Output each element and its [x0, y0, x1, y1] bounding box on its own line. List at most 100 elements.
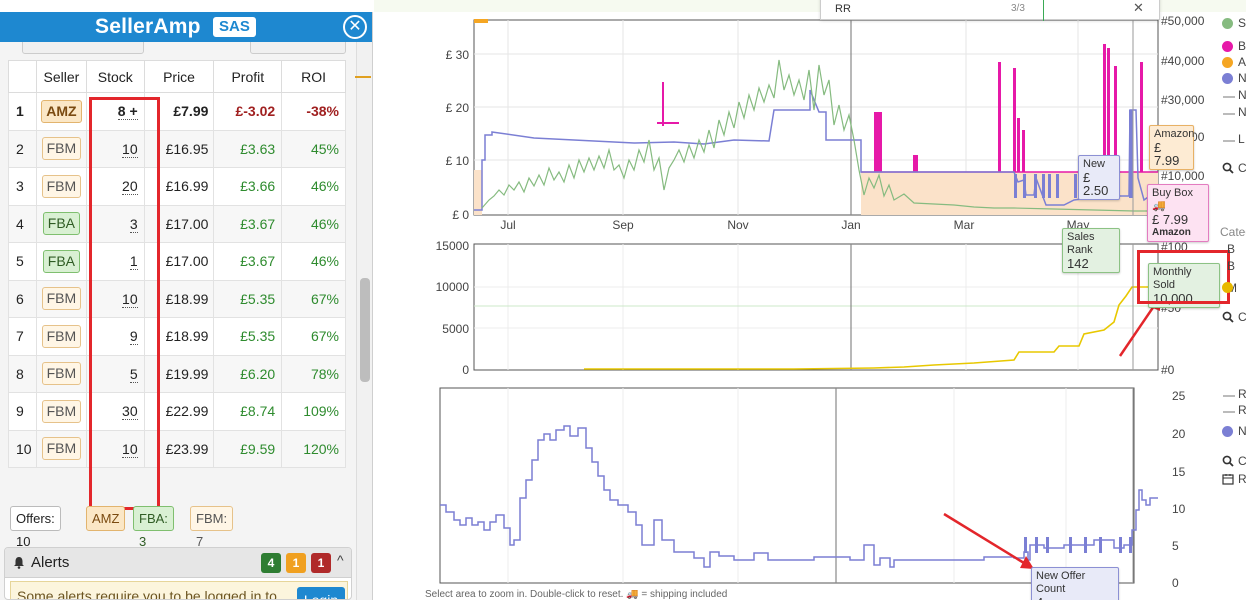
- seller-cell: AMZ: [35, 92, 87, 131]
- stock-value[interactable]: 10: [122, 140, 138, 158]
- offers-ytick: 5: [1172, 539, 1179, 553]
- legend-label[interactable]: B: [1227, 242, 1236, 256]
- panel-scrollbar[interactable]: [356, 42, 372, 600]
- keepa-charts[interactable]: £ 30 £ 20 £ 10 £ 0 #50,000 #40,000 #30,0…: [374, 0, 1246, 600]
- price-cell: £18.99: [143, 317, 215, 356]
- legend-label[interactable]: R: [1238, 387, 1246, 401]
- legend-label[interactable]: L: [1238, 132, 1245, 146]
- seller-badge[interactable]: FBM: [41, 324, 82, 348]
- stock-highlight-box: [89, 97, 160, 510]
- stock-cell: 20: [85, 167, 145, 206]
- buy-box-tag: Buy Box 🚚 £ 7.99 Amazon: [1147, 184, 1209, 242]
- table-row[interactable]: 6 FBM 10 £18.99 £5.35 67%: [8, 279, 346, 318]
- row-rank: 10: [8, 429, 37, 468]
- table-row[interactable]: 1 AMZ 8 + £7.99 £-3.02 -38%: [8, 92, 346, 131]
- amz-filter-badge[interactable]: AMZ: [86, 506, 126, 531]
- alerts-message-box: Some alerts require you to be logged in …: [10, 581, 348, 599]
- toolbar-button[interactable]: [22, 42, 144, 54]
- rank-ytick: #30,000: [1161, 93, 1205, 107]
- stock-value[interactable]: 5: [129, 365, 138, 383]
- seller-badge[interactable]: FBA: [42, 212, 81, 236]
- legend-dot-amazon[interactable]: [1222, 57, 1233, 68]
- magnifier-icon[interactable]: [1222, 311, 1234, 323]
- seller-badge[interactable]: FBM: [41, 362, 82, 386]
- tooltip-close-icon[interactable]: ✕: [1133, 0, 1144, 15]
- legend-dot-offer-count[interactable]: [1222, 426, 1233, 437]
- legend-label[interactable]: B: [1227, 259, 1236, 273]
- table-row[interactable]: 3 FBM 20 £16.99 £3.66 46%: [8, 167, 346, 206]
- legend-label[interactable]: N: [1238, 71, 1246, 85]
- fbm-filter-badge[interactable]: FBM: 7: [190, 506, 234, 549]
- price-ytick: £ 30: [446, 48, 470, 62]
- login-button[interactable]: Login: [297, 587, 345, 599]
- monthly-sold-series: [584, 286, 1158, 370]
- legend-dot-buy-box[interactable]: [1222, 41, 1233, 52]
- legend-dot-sales-rank[interactable]: [1222, 18, 1233, 29]
- legend-section-title: Categ: [1220, 225, 1246, 239]
- stock-value[interactable]: 8 +: [117, 103, 138, 121]
- table-row[interactable]: 2 FBM 10 £16.95 £3.63 45%: [8, 129, 346, 168]
- legend-label[interactable]: N: [1238, 88, 1246, 102]
- calendar-icon[interactable]: [1222, 473, 1234, 485]
- legend-label[interactable]: C: [1238, 310, 1246, 324]
- seller-badge[interactable]: AMZ: [41, 99, 82, 123]
- table-row[interactable]: 4 FBA 3 £17.00 £3.67 46%: [8, 204, 346, 243]
- legend-dot-new[interactable]: [1222, 73, 1233, 84]
- seller-badge[interactable]: FBA: [42, 249, 81, 273]
- column-header[interactable]: Price: [143, 60, 215, 93]
- column-header[interactable]: ROI: [281, 60, 346, 93]
- legend-dot-monthly-sold[interactable]: [1222, 282, 1233, 293]
- row-rank: 2: [8, 129, 37, 168]
- magnifier-icon[interactable]: [1222, 162, 1234, 174]
- profit-cell: £8.74: [213, 392, 283, 431]
- magnifier-icon[interactable]: [1222, 455, 1234, 467]
- monthly-sold-chart[interactable]: 15000 10000 5000 0 #100 #50 #0: [436, 239, 1188, 377]
- stock-value[interactable]: 3: [129, 215, 138, 233]
- chevron-up-icon[interactable]: ^: [337, 552, 344, 568]
- legend-label[interactable]: B: [1238, 39, 1246, 53]
- offer-count-chart[interactable]: 25 20 15 10 5 0: [439, 387, 1186, 590]
- toolbar-button[interactable]: [250, 42, 346, 54]
- fba-filter-badge[interactable]: FBA: 3: [133, 506, 174, 549]
- legend-label[interactable]: R: [1238, 472, 1246, 486]
- stock-cell: 10: [85, 279, 145, 318]
- seller-badge[interactable]: FBM: [41, 399, 82, 423]
- column-header[interactable]: Profit: [213, 60, 283, 93]
- legend-label[interactable]: C: [1238, 161, 1246, 175]
- seller-badge[interactable]: FBM: [41, 137, 82, 161]
- roi-cell: 67%: [281, 317, 346, 356]
- legend-label[interactable]: A: [1238, 55, 1246, 69]
- new-offer-count-value: 4: [1036, 596, 1114, 600]
- table-row[interactable]: 5 FBA 1 £17.00 £3.67 46%: [8, 242, 346, 281]
- table-row[interactable]: 10 FBM 10 £23.99 £9.59 120%: [8, 429, 346, 468]
- alerts-header[interactable]: Alerts 4 1 1 ^: [5, 548, 351, 578]
- alerts-section: Alerts 4 1 1 ^ Some alerts require you t…: [4, 547, 352, 600]
- stock-value[interactable]: 1: [129, 253, 138, 271]
- legend-label[interactable]: N: [1238, 424, 1246, 438]
- column-header[interactable]: Seller: [35, 60, 87, 93]
- legend-line: [1223, 96, 1235, 98]
- stock-value[interactable]: 30: [122, 403, 138, 421]
- column-header[interactable]: Stock: [85, 60, 145, 93]
- offers-count-badge[interactable]: Offers: 10: [10, 506, 61, 549]
- table-row[interactable]: 9 FBM 30 £22.99 £8.74 109%: [8, 392, 346, 431]
- new-price-value: £ 2.50: [1083, 170, 1109, 198]
- seller-badge[interactable]: FBM: [41, 287, 82, 311]
- table-row[interactable]: 7 FBM 9 £18.99 £5.35 67%: [8, 317, 346, 356]
- stock-value[interactable]: 10: [122, 290, 138, 308]
- close-button[interactable]: ✕: [343, 15, 367, 39]
- seller-badge[interactable]: FBM: [41, 174, 82, 198]
- stock-cell: 30: [85, 392, 145, 431]
- legend-label[interactable]: R: [1238, 403, 1246, 417]
- seller-badge[interactable]: FBM: [41, 437, 82, 461]
- legend-label[interactable]: S: [1238, 16, 1246, 30]
- buy-box-value: £ 7.99: [1152, 212, 1189, 227]
- stock-value[interactable]: 10: [122, 440, 138, 458]
- stock-value[interactable]: 20: [122, 178, 138, 196]
- legend-label[interactable]: C: [1238, 454, 1246, 468]
- row-rank: 8: [8, 354, 37, 393]
- legend-label[interactable]: N: [1238, 105, 1246, 119]
- table-row[interactable]: 8 FBM 5 £19.99 £6.20 78%: [8, 354, 346, 393]
- stock-value[interactable]: 9: [129, 328, 138, 346]
- scrollbar-thumb[interactable]: [360, 278, 370, 382]
